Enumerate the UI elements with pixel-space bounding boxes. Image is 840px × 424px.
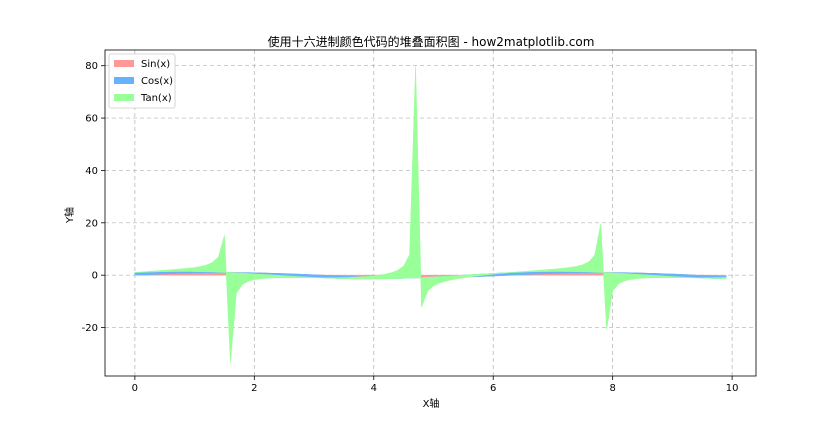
plot-frame: [104, 49, 757, 377]
tick-layer: 0 2 4 6 8 10 -20 0 20 40 60 80: [82, 61, 739, 394]
x-tick-label: 10: [726, 383, 739, 394]
legend-swatch-cos: [114, 77, 134, 84]
y-axis-label: Y轴: [63, 207, 76, 224]
y-tick-label: 40: [85, 166, 98, 177]
series-area-tan: [134, 66, 727, 363]
x-tick-label: 2: [251, 383, 257, 394]
x-tick-label: 6: [490, 383, 496, 394]
y-tick-label: 0: [92, 271, 98, 282]
y-tick-label: 20: [85, 218, 98, 229]
y-tick-label: -20: [82, 323, 98, 334]
y-tick-label: 80: [85, 61, 98, 72]
y-tick-label: 60: [85, 114, 98, 125]
legend-label-sin: Sin(x): [141, 59, 170, 70]
x-tick-label: 0: [132, 383, 138, 394]
chart-title: 使用十六进制颜色代码的堆叠面积图 - how2matplotlib.com: [268, 34, 595, 49]
legend-label-cos: Cos(x): [141, 76, 173, 87]
x-tick-label: 4: [371, 383, 377, 394]
legend-label-tan: Tan(x): [140, 93, 172, 104]
legend-swatch-sin: [114, 60, 134, 67]
legend: Sin(x) Cos(x) Tan(x): [108, 53, 176, 109]
area-layer: [134, 66, 727, 363]
x-axis-label: X轴: [423, 397, 440, 410]
legend-swatch-tan: [114, 94, 134, 101]
x-tick-label: 8: [609, 383, 615, 394]
